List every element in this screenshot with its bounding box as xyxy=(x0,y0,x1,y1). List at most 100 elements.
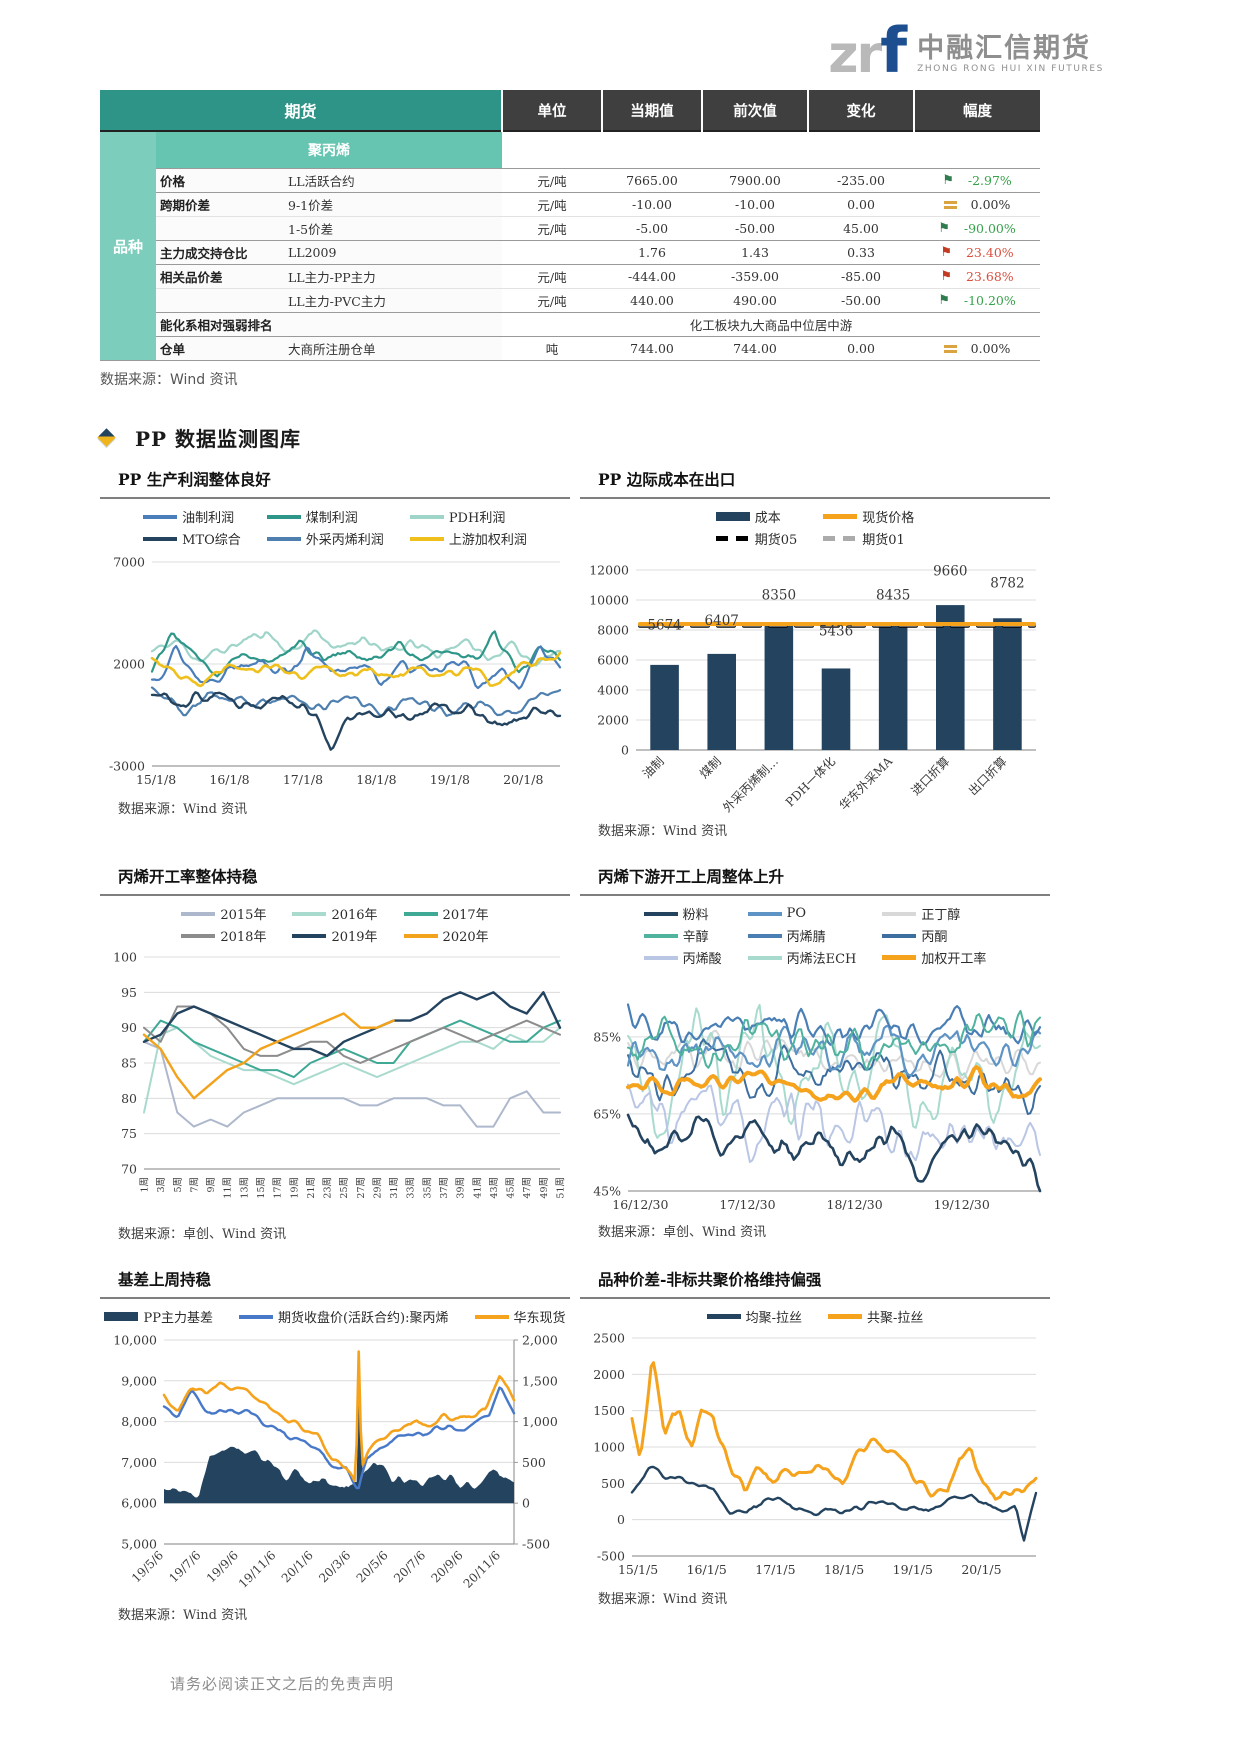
svg-text:29周: 29周 xyxy=(372,1177,383,1199)
range-percent: -2.97% xyxy=(967,173,1012,188)
current-value-cell: -10.00 xyxy=(631,197,672,212)
svg-text:47周: 47周 xyxy=(522,1177,533,1199)
svg-text:11周: 11周 xyxy=(223,1177,234,1199)
svg-text:3周: 3周 xyxy=(156,1177,167,1193)
svg-text:2000: 2000 xyxy=(597,713,629,728)
svg-text:21周: 21周 xyxy=(306,1177,317,1199)
svg-text:75: 75 xyxy=(121,1126,137,1141)
range-wrap: ⚑ 23.40% xyxy=(918,245,1036,260)
divider xyxy=(100,497,570,499)
section-header: PP 数据监测图库 xyxy=(97,423,1140,452)
previous-value-cell: 744.00 xyxy=(733,341,777,356)
row-category-cell: 主力成交持仓比 xyxy=(156,240,284,265)
svg-text:20/1/6: 20/1/6 xyxy=(279,1548,316,1585)
green-flag-icon: ⚑ xyxy=(942,173,954,188)
legend-label: 2019年 xyxy=(331,930,378,945)
chart-panel-profit: PP 生产利润整体良好 油制利润 煤制利润 PDH利润 MTO综合 外采丙烯利润 上游加权… xyxy=(100,468,570,839)
svg-text:7周: 7周 xyxy=(189,1177,200,1193)
svg-text:16/12/30: 16/12/30 xyxy=(612,1197,668,1212)
svg-text:45周: 45周 xyxy=(506,1177,517,1199)
charts-grid: PP 生产利润整体良好 油制利润 煤制利润 PDH利润 MTO综合 外采丙烯利润 上游加权… xyxy=(100,468,1140,1623)
legend-label: PP主力基差 xyxy=(143,1311,213,1326)
legend-item: 华东现货 xyxy=(474,1307,566,1326)
company-logo: zrf 中融汇信期货 ZHONG RONG HUI XIN FUTURES xyxy=(828,20,1104,82)
company-name-en: ZHONG RONG HUI XIN FUTURES xyxy=(917,64,1104,75)
legend-label: 2016年 xyxy=(331,908,378,923)
legend-swatch xyxy=(143,514,178,519)
legend-item: 油制利润 xyxy=(143,507,241,526)
flat-trend-icon xyxy=(943,344,957,353)
chart-legend: 油制利润 煤制利润 PDH利润 MTO综合 外采丙烯利润 上游加权利润 xyxy=(100,507,570,548)
svg-text:9660: 9660 xyxy=(933,563,967,579)
legend-swatch xyxy=(643,911,678,916)
table-header-row: 期货 单位 当期值 前次值 变化 幅度 xyxy=(100,90,1040,131)
row-span-cell: 化工板块九大商品中位居中游 xyxy=(689,318,853,333)
chart-legend: PP主力基差 期货收盘价(活跃合约):聚丙烯 华东现货 xyxy=(100,1307,570,1326)
legend-swatch xyxy=(882,911,917,916)
legend-label: 丙烯酸 xyxy=(682,952,722,967)
svg-text:8000: 8000 xyxy=(597,623,629,638)
svg-text:17周: 17周 xyxy=(273,1177,284,1199)
company-name-cn: 中融汇信期货 xyxy=(917,32,1092,64)
previous-value-cell: 490.00 xyxy=(733,293,777,308)
column-header: 变化 xyxy=(807,90,914,131)
legend-swatch xyxy=(643,933,678,938)
futures-table-body: 期货 单位 当期值 前次值 变化 幅度 品种 聚丙烯 价格 LL活跃合约 元/吨 7665.00 790… xyxy=(100,90,1040,361)
chart-legend: 2015年 2016年 2017年 2018年 2019年 2020年 xyxy=(100,904,570,945)
legend-label: 2015年 xyxy=(220,908,267,923)
unit-cell: 元/吨 xyxy=(537,198,567,213)
svg-text:10,000: 10,000 xyxy=(113,1333,157,1348)
legend-swatch xyxy=(882,955,917,960)
row-name-cell: LL2009 xyxy=(284,240,502,265)
logo-zrf: zrf xyxy=(828,20,907,82)
legend-label: 期货05 xyxy=(754,533,798,548)
report-content: 期货 单位 当期值 前次值 变化 幅度 品种 聚丙烯 价格 LL活跃合约 元/吨 7665.00 790… xyxy=(97,90,1140,1693)
svg-text:18/1/8: 18/1/8 xyxy=(356,772,396,787)
legend-item: 加权开工率 xyxy=(882,948,986,967)
divider xyxy=(100,894,570,896)
legend-item: MTO综合 xyxy=(143,529,241,548)
svg-text:19/1/5: 19/1/5 xyxy=(893,1562,933,1577)
row-name-cell: LL主力-PP主力 xyxy=(284,264,502,289)
svg-text:37周: 37周 xyxy=(439,1177,450,1199)
svg-text:20/11/6: 20/11/6 xyxy=(461,1548,504,1591)
svg-text:4000: 4000 xyxy=(597,683,629,698)
legend-item: 正丁醇 xyxy=(882,904,986,923)
legend-item: 丙烯酸 xyxy=(643,948,722,967)
unit-cell: 元/吨 xyxy=(537,174,567,189)
chart-title: 丙烯下游开工上周整体上升 xyxy=(598,867,785,886)
range-percent: -90.00% xyxy=(963,221,1016,236)
legend-swatch xyxy=(409,536,444,541)
legend-item: 共聚-拉丝 xyxy=(828,1307,923,1326)
legend-swatch xyxy=(828,1314,862,1319)
change-value-cell: -85.00 xyxy=(840,269,881,284)
svg-text:45%: 45% xyxy=(593,1184,621,1199)
legend-item: 期货收盘价(活跃合约):聚丙烯 xyxy=(238,1307,449,1326)
legend-swatch xyxy=(882,933,917,938)
svg-text:7000: 7000 xyxy=(113,555,145,570)
svg-text:-500: -500 xyxy=(597,1549,625,1564)
svg-text:23周: 23周 xyxy=(323,1177,334,1199)
svg-text:18/12/30: 18/12/30 xyxy=(827,1197,883,1212)
svg-text:15周: 15周 xyxy=(256,1177,267,1199)
chart-title: PP 边际成本在出口 xyxy=(598,470,736,489)
svg-text:8,000: 8,000 xyxy=(121,1414,157,1429)
divider xyxy=(580,497,1050,499)
column-header: 前次值 xyxy=(701,90,808,131)
svg-text:70: 70 xyxy=(121,1162,137,1177)
range-cell: ⚑ -2.97% xyxy=(914,169,1040,193)
legend-label: 外采丙烯利润 xyxy=(305,533,384,548)
section-title: PP 数据监测图库 xyxy=(135,427,302,451)
legend-label: 上游加权利润 xyxy=(448,533,527,548)
svg-text:8435: 8435 xyxy=(876,587,910,603)
group-label-cell: 品种 xyxy=(100,131,156,361)
svg-text:31周: 31周 xyxy=(389,1177,400,1199)
unit-cell: 元/吨 xyxy=(537,294,567,309)
row-category-cell: 仓单 xyxy=(156,336,284,361)
svg-text:12000: 12000 xyxy=(589,563,629,578)
svg-text:43周: 43周 xyxy=(489,1177,500,1199)
svg-text:85%: 85% xyxy=(593,1029,621,1044)
row-category-cell: 相关品价差 xyxy=(156,264,284,289)
row-category-cell: 价格 xyxy=(156,168,284,193)
legend-item: 2018年 xyxy=(181,926,266,945)
